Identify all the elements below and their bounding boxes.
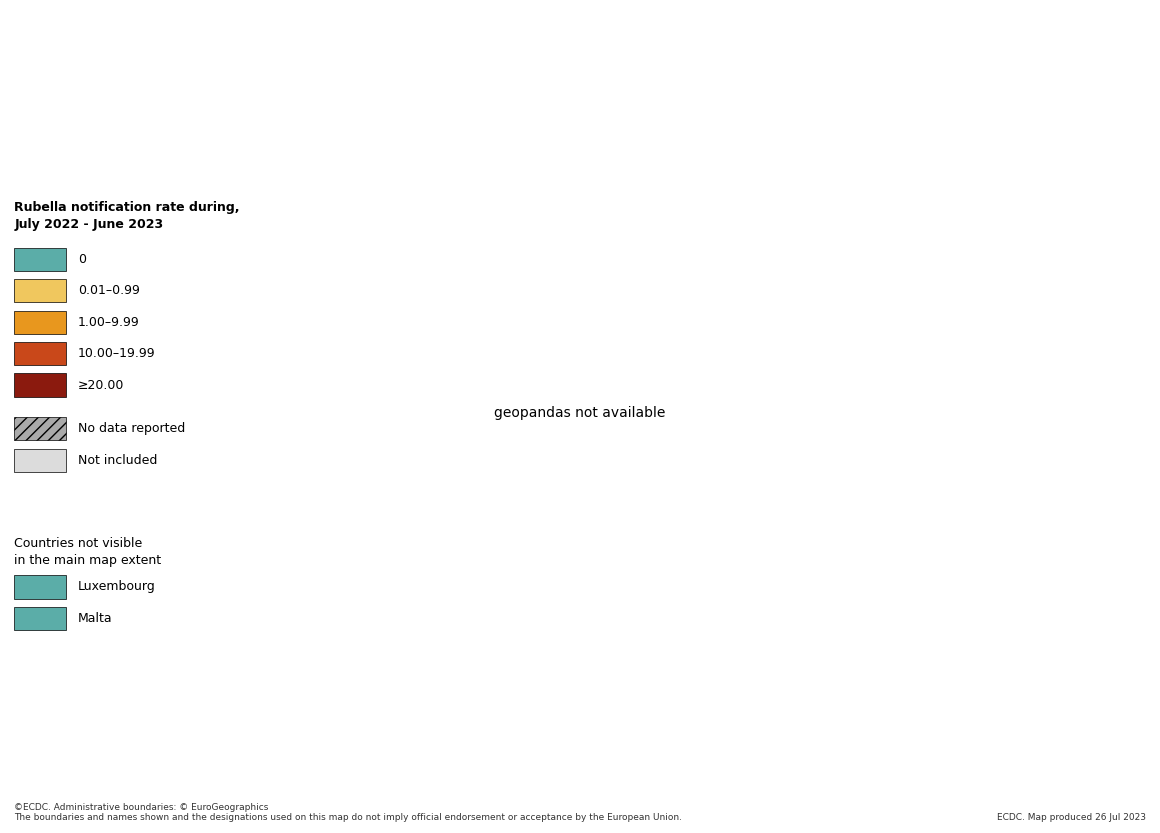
Text: No data reported: No data reported	[78, 422, 186, 436]
Text: Luxembourg: Luxembourg	[78, 581, 155, 593]
FancyBboxPatch shape	[14, 373, 66, 397]
Text: Malta: Malta	[78, 612, 113, 625]
Text: 1.00–9.99: 1.00–9.99	[78, 316, 139, 329]
FancyBboxPatch shape	[14, 311, 66, 334]
FancyBboxPatch shape	[14, 342, 66, 365]
FancyBboxPatch shape	[14, 606, 66, 630]
Text: ECDC. Map produced 26 Jul 2023: ECDC. Map produced 26 Jul 2023	[996, 813, 1146, 822]
Text: Rubella notification rate during,
July 2022 - June 2023: Rubella notification rate during, July 2…	[14, 202, 240, 232]
Text: 0.01–0.99: 0.01–0.99	[78, 284, 139, 297]
Text: 10.00–19.99: 10.00–19.99	[78, 347, 155, 360]
Text: ©ECDC. Administrative boundaries: © EuroGeographics
The boundaries and names sho: ©ECDC. Administrative boundaries: © Euro…	[14, 802, 682, 822]
Text: Countries not visible
in the main map extent: Countries not visible in the main map ex…	[14, 537, 161, 567]
FancyBboxPatch shape	[14, 417, 66, 441]
Text: 0: 0	[78, 252, 86, 266]
FancyBboxPatch shape	[14, 576, 66, 599]
Text: ≥20.00: ≥20.00	[78, 378, 124, 392]
Text: geopandas not available: geopandas not available	[494, 406, 666, 420]
FancyBboxPatch shape	[14, 247, 66, 271]
Text: Not included: Not included	[78, 454, 158, 466]
FancyBboxPatch shape	[14, 279, 66, 302]
FancyBboxPatch shape	[14, 449, 66, 472]
